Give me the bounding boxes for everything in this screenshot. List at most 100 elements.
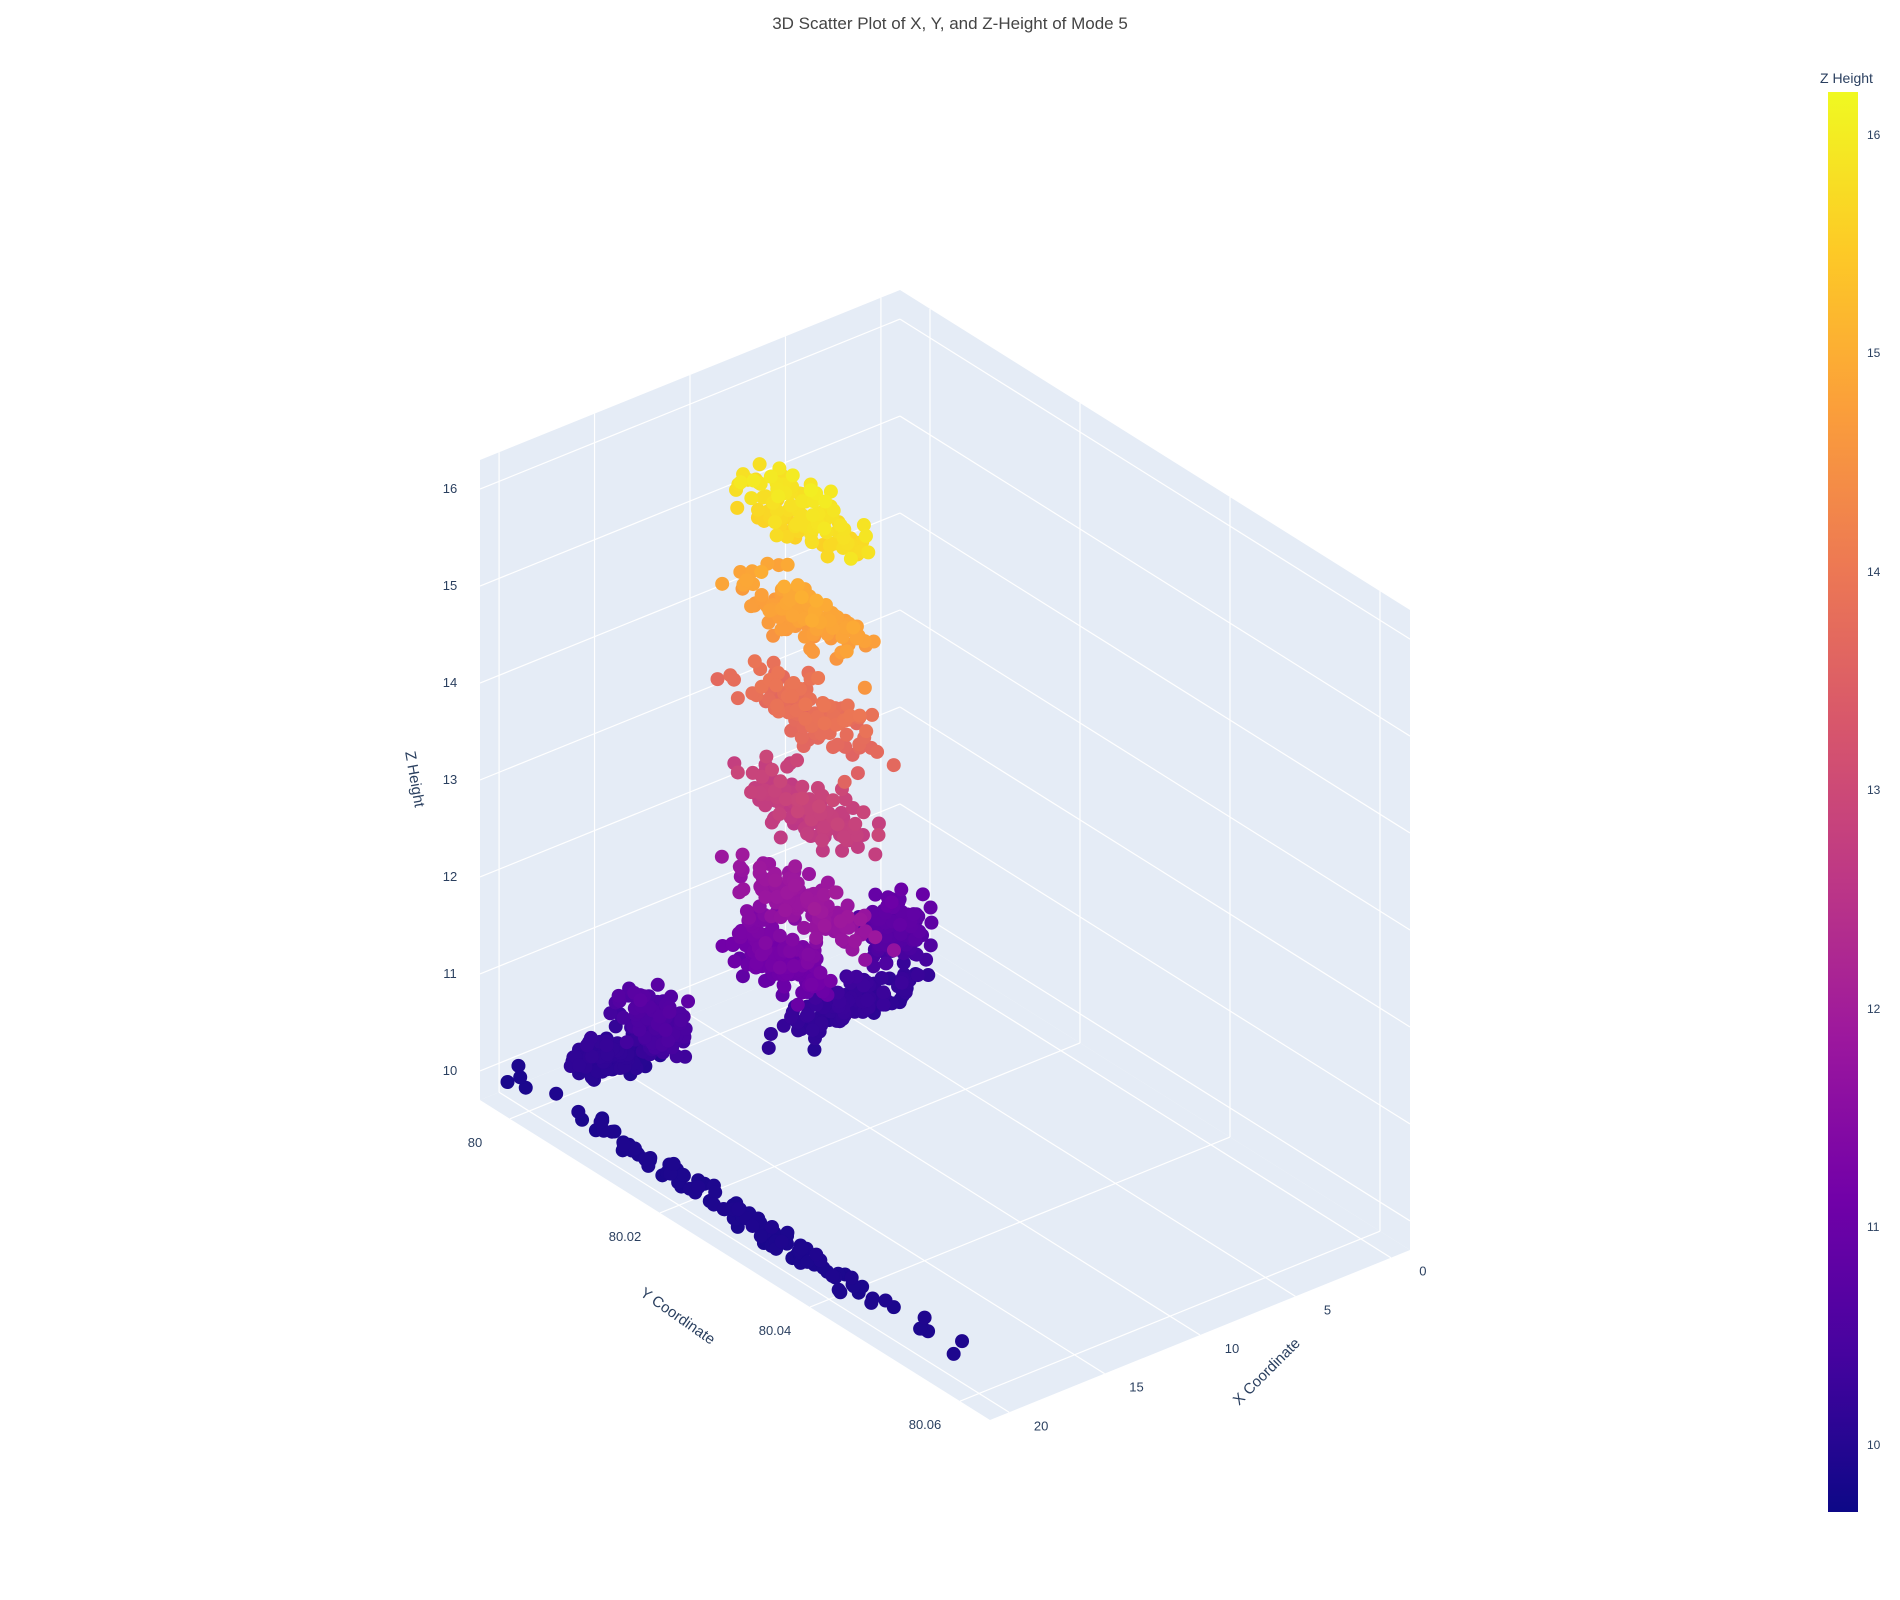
data-point <box>745 1218 760 1233</box>
data-point <box>611 988 626 1003</box>
data-point <box>710 672 725 687</box>
data-point <box>858 952 873 967</box>
data-point <box>603 1006 618 1021</box>
data-point <box>778 903 793 918</box>
data-point <box>782 592 797 607</box>
y-tick-label: 80.04 <box>759 1323 792 1338</box>
data-point <box>843 551 858 566</box>
data-point <box>584 1049 599 1064</box>
data-point <box>804 977 819 992</box>
data-point <box>772 928 787 943</box>
data-point <box>780 557 795 572</box>
x-tick-label: 10 <box>1225 1341 1239 1356</box>
data-point <box>593 1114 608 1129</box>
data-point <box>785 608 800 623</box>
data-point <box>798 711 813 726</box>
data-point <box>723 668 738 683</box>
axis-planes <box>479 290 1411 1420</box>
data-point <box>834 932 849 947</box>
data-point <box>871 828 886 843</box>
data-point <box>772 960 787 975</box>
data-point <box>747 654 762 669</box>
z-tick-label: 14 <box>443 675 457 690</box>
data-point <box>826 793 841 808</box>
z-gridline <box>479 415 901 587</box>
data-point <box>817 521 832 536</box>
data-point <box>859 724 874 739</box>
data-point <box>799 891 814 906</box>
data-point <box>744 785 759 800</box>
data-point <box>870 744 885 759</box>
x-gridline <box>498 1091 1010 1413</box>
data-point <box>856 805 871 820</box>
data-point <box>787 878 802 893</box>
data-point <box>730 765 745 780</box>
z-gridline <box>899 415 1411 737</box>
y-tick-label: 80.02 <box>609 1229 642 1244</box>
data-point <box>744 599 759 614</box>
data-point <box>835 843 850 858</box>
data-point <box>763 469 778 484</box>
data-point <box>773 774 788 789</box>
data-point <box>795 494 810 509</box>
data-point <box>801 947 816 962</box>
data-point <box>758 798 773 813</box>
data-point <box>771 665 786 680</box>
data-point <box>860 993 875 1008</box>
data-point <box>742 910 757 925</box>
data-point <box>861 545 876 560</box>
x-gridline <box>594 1053 1105 1375</box>
data-point <box>773 830 788 845</box>
data-point <box>739 573 754 588</box>
x-gridline <box>689 1014 1201 1336</box>
colorbar-title: Z Height <box>1820 70 1873 86</box>
data-point <box>800 826 815 841</box>
data-point <box>823 973 838 988</box>
data-point <box>786 959 801 974</box>
data-point <box>850 839 865 854</box>
y-tick-label: 80.06 <box>909 1417 942 1432</box>
data-point <box>915 887 930 902</box>
data-point <box>788 859 803 874</box>
data-point <box>802 867 817 882</box>
z-gridline <box>899 512 1411 834</box>
data-point <box>790 804 805 819</box>
colorbar-tick-label: 10 <box>1867 1438 1881 1453</box>
data-point <box>681 994 696 1009</box>
data-point <box>816 887 831 902</box>
data-point <box>817 819 832 834</box>
data-point <box>571 1104 586 1119</box>
data-point <box>780 759 795 774</box>
data-point <box>790 997 805 1012</box>
data-point <box>716 1202 731 1217</box>
data-point <box>733 475 748 490</box>
data-point <box>844 1270 859 1285</box>
data-point <box>754 947 769 962</box>
data-point <box>769 528 784 543</box>
data-point <box>906 907 921 922</box>
data-point <box>735 847 750 862</box>
data-point <box>763 1026 778 1041</box>
data-point <box>831 1282 846 1297</box>
z-gridline <box>899 318 1411 640</box>
data-point <box>794 730 809 745</box>
data-point <box>864 1295 879 1310</box>
colorbar-tick-label: 11 <box>1867 1220 1880 1234</box>
data-point <box>572 1058 587 1073</box>
data-point <box>746 473 761 488</box>
data-point <box>850 766 865 781</box>
data-point <box>893 917 908 932</box>
data-point <box>783 498 798 513</box>
data-point <box>727 954 742 969</box>
z-tick-label: 16 <box>443 481 457 496</box>
data-point <box>839 727 854 742</box>
data-point <box>661 1033 676 1048</box>
data-point <box>619 1035 634 1050</box>
data-point <box>769 678 784 693</box>
colorbar-tick-label: 13 <box>1867 783 1881 798</box>
data-point <box>874 971 889 986</box>
data-point <box>767 873 782 888</box>
data-point <box>809 593 824 608</box>
data-point <box>803 483 818 498</box>
